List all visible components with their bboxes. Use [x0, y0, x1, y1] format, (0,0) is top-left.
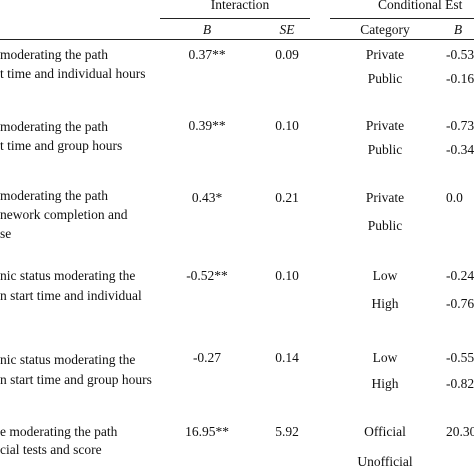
row-label: nic status moderating the: [0, 268, 136, 283]
cell-estimate: 20.30: [446, 424, 474, 439]
cell-b: 16.95**: [185, 424, 229, 439]
column-header: B: [202, 22, 212, 37]
cell-estimate: 0.0: [446, 190, 463, 205]
cell-category: High: [371, 376, 399, 391]
cell-b: 0.43*: [191, 190, 223, 205]
cell-category: Public: [367, 71, 403, 86]
cell-category: Public: [367, 142, 403, 157]
cell-estimate: -0.82: [446, 376, 474, 391]
column-header: Interaction: [210, 0, 270, 12]
row-label: nework completion and: [0, 207, 128, 222]
row-label: se: [0, 226, 12, 241]
row-label: nic status moderating the: [0, 352, 136, 367]
cell-category: High: [371, 296, 399, 311]
cell-category: Public: [367, 218, 403, 233]
cell-se: 0.14: [275, 350, 299, 365]
cell-se: 0.10: [275, 118, 299, 133]
row-label: n start time and individual: [0, 288, 142, 303]
row-label: n start time and group hours: [0, 372, 152, 387]
cell-category: Private: [365, 47, 405, 62]
row-label: t time and group hours: [0, 138, 123, 153]
cell-category: Official: [364, 424, 406, 439]
cell-b: 0.39**: [188, 118, 226, 133]
rule: [330, 18, 474, 19]
cell-se: 5.92: [275, 424, 299, 439]
cell-b: -0.52**: [186, 268, 228, 283]
cell-estimate: -0.73: [446, 118, 474, 133]
rule: [160, 18, 310, 19]
cell-estimate: -0.55: [446, 350, 474, 365]
column-header: SE: [279, 22, 295, 37]
row-label: e moderating the path: [0, 424, 118, 439]
column-header: Conditional Est: [378, 0, 463, 12]
row-label: moderating the path: [0, 47, 108, 62]
cell-estimate: -0.34: [446, 142, 474, 157]
cell-se: 0.10: [275, 268, 299, 283]
row-label: moderating the path: [0, 119, 108, 134]
cell-se: 0.21: [275, 190, 299, 205]
cell-category: Unofficial: [357, 454, 413, 469]
cell-category: Private: [365, 190, 405, 205]
cell-b: -0.27: [192, 350, 222, 365]
column-header: B: [453, 22, 463, 37]
cell-category: Private: [365, 118, 405, 133]
cell-b: 0.37**: [188, 47, 226, 62]
row-label: cial tests and score: [0, 442, 102, 457]
rule: [0, 39, 474, 40]
row-label: moderating the path: [0, 188, 108, 203]
cell-category: Low: [372, 350, 398, 365]
cell-category: Low: [372, 268, 398, 283]
cell-estimate: -0.76: [446, 296, 474, 311]
cell-estimate: -0.24: [446, 268, 474, 283]
row-label: t time and individual hours: [0, 66, 146, 81]
column-header: Category: [360, 22, 410, 37]
cell-estimate: -0.53: [446, 47, 474, 62]
cell-se: 0.09: [275, 47, 299, 62]
cell-estimate: -0.16: [446, 71, 474, 86]
